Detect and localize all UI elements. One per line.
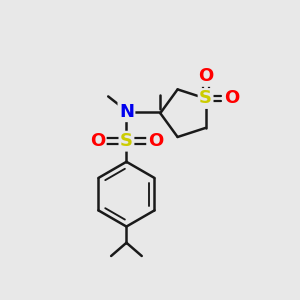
Text: S: S xyxy=(120,132,133,150)
Text: O: O xyxy=(224,89,239,107)
Text: S: S xyxy=(199,89,212,107)
Text: O: O xyxy=(90,132,105,150)
Text: N: N xyxy=(119,103,134,121)
Text: O: O xyxy=(198,68,213,85)
Text: O: O xyxy=(148,132,163,150)
